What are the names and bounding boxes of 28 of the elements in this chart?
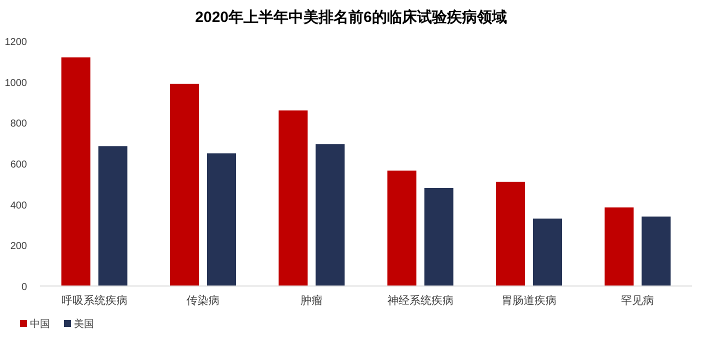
- x-tick-label: 肿瘤: [300, 294, 323, 307]
- bar: [424, 188, 454, 286]
- bar: [496, 182, 525, 286]
- bar: [642, 216, 671, 286]
- y-tick-label: 400: [10, 200, 28, 212]
- y-tick-label: 600: [10, 160, 28, 170]
- y-tick-label: 1000: [4, 78, 28, 89]
- x-tick-label: 呼吸系统疾病: [61, 294, 128, 307]
- bar: [533, 218, 562, 286]
- bar: [278, 110, 308, 286]
- y-tick-label: 0: [21, 282, 28, 293]
- bar: [604, 207, 634, 286]
- bar: [316, 144, 345, 286]
- x-tick-label: 罕见病: [621, 294, 654, 307]
- y-tick-label: 800: [10, 118, 28, 130]
- y-tick-label: 1200: [4, 37, 28, 48]
- bar: [98, 146, 128, 286]
- legend-label: 中国: [30, 318, 50, 330]
- x-tick-label: 胃肠道疾病: [502, 294, 556, 307]
- chart-title: 2020年上半年中美排名前6的临床试验疾病领域: [195, 8, 507, 26]
- bar: [61, 57, 90, 286]
- bar: [207, 153, 236, 286]
- x-tick-label: 传染病: [186, 294, 220, 307]
- legend-label: 美国: [74, 318, 94, 330]
- y-tick-label: 200: [10, 241, 28, 252]
- bar: [170, 84, 199, 286]
- x-tick-label: 神经系统疾病: [387, 294, 454, 307]
- bar: [387, 170, 416, 286]
